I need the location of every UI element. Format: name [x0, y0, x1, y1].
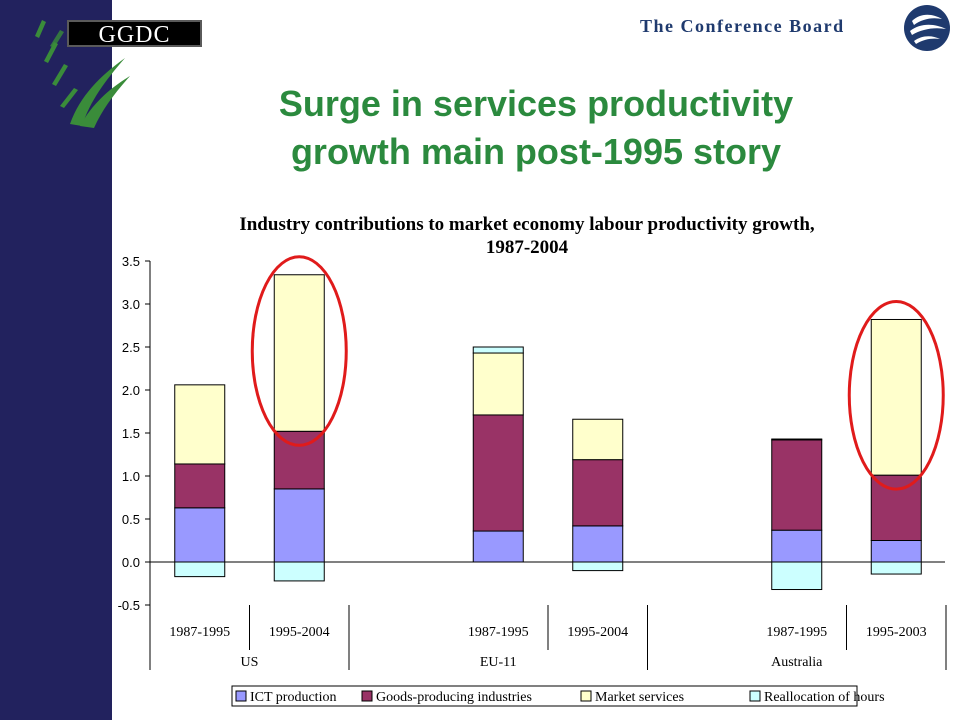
- x-group-label: EU-11: [480, 655, 517, 670]
- bar-segment: [273, 561, 325, 582]
- y-tick-label: 3.0: [122, 297, 140, 312]
- globe-icon: [904, 5, 950, 51]
- x-tick-label: 1995-2003: [866, 625, 927, 640]
- x-tick-label: 1995-2004: [567, 625, 628, 640]
- bars: [150, 274, 945, 591]
- bar-segment: [771, 529, 823, 563]
- conference-board-logo-text: The Conference Board: [640, 16, 845, 36]
- bar-segment: [174, 463, 226, 509]
- y-tick-label: 0.5: [122, 512, 140, 527]
- y-tick-label: 2.0: [122, 383, 140, 398]
- bar-segment: [174, 507, 226, 563]
- y-tick-label: 0.0: [122, 555, 140, 570]
- bar-segment: [472, 414, 524, 532]
- x-tick-label: 1987-1995: [766, 625, 827, 640]
- ggdc-leaf-logo: [35, 20, 130, 128]
- bar-segment: [771, 561, 823, 591]
- bar-segment: [472, 346, 524, 354]
- bar-segment: [472, 530, 524, 563]
- bar-segment: [572, 459, 624, 527]
- legend-label: ICT production: [250, 690, 336, 705]
- slide-title-line-1: Surge in services productivity: [278, 83, 794, 124]
- chart-title-line-2: 1987-2004: [486, 237, 569, 258]
- bar-segment: [870, 318, 922, 476]
- chart-legend: ICT production Goods-producing industries…: [231, 685, 885, 707]
- legend-swatch: [361, 690, 373, 702]
- x-tick-label: 1987-1995: [169, 625, 230, 640]
- chart-title-line-1: Industry contributions to market economy…: [239, 214, 815, 235]
- y-tick-label: 3.5: [122, 254, 140, 269]
- slide-title-line-2: growth main post-1995 story: [290, 131, 782, 172]
- bar-segment: [771, 439, 823, 531]
- ggdc-logo-text: GGDC: [67, 20, 202, 48]
- legend-label: Reallocation of hours: [764, 690, 885, 705]
- bar-segment: [572, 561, 624, 572]
- bar-segment: [572, 525, 624, 563]
- slide-title: Surge in services productivity growth ma…: [112, 80, 960, 176]
- bar-segment: [273, 488, 325, 563]
- bar-segment: [870, 561, 922, 575]
- bar-segment: [174, 561, 226, 578]
- bar-segment: [870, 540, 922, 563]
- bar-segment: [771, 438, 823, 441]
- x-tick-label: 1987-1995: [468, 625, 529, 640]
- y-tick-label: 1.5: [122, 426, 140, 441]
- legend-swatch: [580, 690, 592, 702]
- highlight-circles: [250, 255, 945, 491]
- x-tick-label: 1995-2004: [269, 625, 330, 640]
- legend-box: [231, 685, 858, 707]
- y-tick-label: -0.5: [118, 598, 140, 613]
- y-tick-label: 1.0: [122, 469, 140, 484]
- bar-segment: [472, 352, 524, 416]
- bar-segment: [174, 384, 226, 465]
- highlight-circle: [847, 299, 945, 491]
- bar-segment: [572, 418, 624, 461]
- x-group-label: US: [241, 655, 259, 670]
- x-group-label: Australia: [771, 655, 823, 670]
- x-axis: 1987-1995 1995-2004 1987-1995 1995-2004 1987…: [149, 605, 947, 670]
- y-tick-label: 2.5: [122, 340, 140, 355]
- y-axis: 3.5 3.0 2.5 2.0 1.5 1.0 0.5 0.0 -0.5: [118, 254, 151, 613]
- bar-segment: [870, 474, 922, 542]
- legend-swatch: [235, 690, 247, 702]
- chart-title: Industry contributions to market economy…: [239, 214, 815, 258]
- legend-label: Market services: [595, 690, 684, 705]
- legend-label: Goods-producing industries: [376, 690, 532, 705]
- highlight-circle: [250, 255, 348, 447]
- legend-swatch: [749, 690, 761, 702]
- bar-segment: [273, 274, 325, 432]
